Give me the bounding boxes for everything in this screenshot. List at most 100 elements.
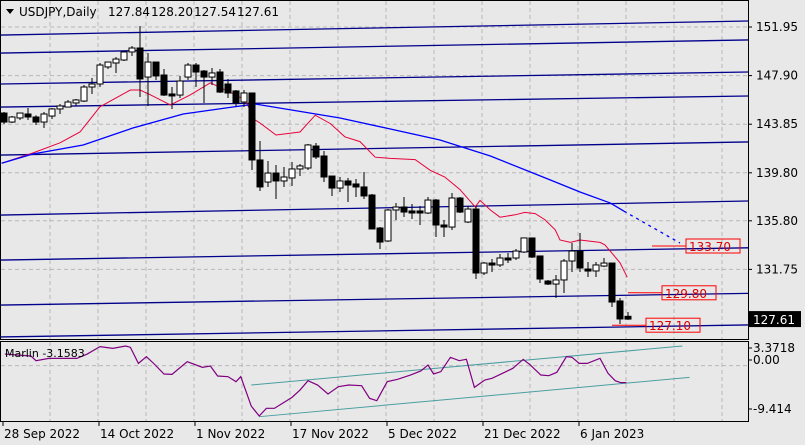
header-open: 127.84 bbox=[108, 5, 150, 19]
bearish-candle bbox=[576, 250, 584, 269]
bearish-candle bbox=[200, 70, 208, 78]
channel-upper-line bbox=[251, 345, 683, 386]
level-line bbox=[0, 20, 749, 36]
bullish-candle bbox=[600, 262, 608, 267]
bullish-candle bbox=[128, 47, 136, 53]
bearish-candle bbox=[408, 210, 416, 214]
bullish-candle bbox=[240, 92, 248, 103]
bearish-candle bbox=[400, 206, 408, 213]
bullish-candle bbox=[40, 113, 48, 123]
bullish-candle bbox=[448, 197, 456, 228]
bullish-candle bbox=[552, 279, 560, 285]
price-tick-label: 147.90 bbox=[756, 69, 798, 83]
level-line bbox=[0, 141, 749, 156]
date-tick-label: 5 Dec 2022 bbox=[388, 427, 457, 441]
bearish-candle bbox=[536, 255, 544, 280]
bullish-candle bbox=[296, 165, 304, 170]
bearish-candle bbox=[248, 92, 256, 161]
bullish-candle bbox=[8, 116, 16, 123]
price-annotation-label: 127.10 bbox=[649, 319, 691, 333]
bearish-candle bbox=[32, 116, 40, 123]
bearish-candle bbox=[368, 194, 376, 230]
bullish-candle bbox=[208, 72, 216, 78]
bearish-candle bbox=[256, 159, 264, 188]
bullish-candle bbox=[384, 209, 392, 242]
oscillator-tick-label: 0.00 bbox=[753, 353, 780, 367]
bearish-candle bbox=[344, 180, 352, 186]
price-axis[interactable]: 151.95 147.90 143.85 139.80 135.80 131.75 127.… bbox=[748, 20, 801, 416]
price-annotation-box bbox=[685, 238, 741, 254]
bullish-candle bbox=[72, 99, 80, 104]
bullish-candle bbox=[96, 64, 104, 85]
current-price-label: 127.61 bbox=[753, 313, 795, 327]
bearish-candle bbox=[192, 64, 200, 73]
date-tick-label: 28 Sep 2022 bbox=[4, 427, 80, 441]
price-tick-label: 135.80 bbox=[756, 214, 798, 228]
bearish-candle bbox=[360, 186, 368, 197]
oscillator-frame bbox=[0, 341, 749, 422]
bullish-candle bbox=[520, 237, 528, 253]
collapse-triangle-icon[interactable] bbox=[6, 9, 14, 14]
main-plot-frame bbox=[0, 0, 749, 340]
bearish-candle bbox=[504, 257, 512, 261]
fast-moving-average-line bbox=[1, 82, 628, 278]
bullish-candle bbox=[424, 199, 432, 214]
bearish-candle bbox=[352, 183, 360, 188]
price-annotation-box bbox=[661, 285, 717, 301]
level-line bbox=[0, 247, 749, 261]
bearish-candle bbox=[0, 112, 8, 123]
bearish-candle bbox=[376, 227, 384, 243]
price-tick-label: 139.80 bbox=[756, 166, 798, 180]
bearish-candle bbox=[272, 172, 280, 182]
header-low: 127.54 bbox=[194, 5, 236, 19]
bullish-candle bbox=[512, 250, 520, 259]
bearish-candle bbox=[416, 210, 424, 214]
bullish-candle bbox=[288, 168, 296, 179]
header-close: 127.61 bbox=[237, 5, 279, 19]
level-line bbox=[0, 292, 749, 306]
bullish-candle bbox=[264, 172, 272, 183]
bullish-candle bbox=[392, 206, 400, 211]
bullish-candle bbox=[304, 144, 312, 169]
bullish-candle bbox=[592, 264, 600, 272]
bearish-candle bbox=[624, 315, 632, 320]
bearish-candle bbox=[320, 155, 328, 178]
bullish-candle bbox=[464, 208, 472, 223]
bearish-candle bbox=[160, 74, 168, 96]
price-annotation-label: 133.70 bbox=[689, 240, 731, 254]
level-line bbox=[0, 95, 749, 108]
bearish-candle bbox=[232, 90, 240, 104]
bearish-candle bbox=[544, 280, 552, 285]
current-price-badge bbox=[749, 311, 801, 328]
oscillator-tick-label: -9.414 bbox=[753, 402, 792, 416]
moving-averages bbox=[1, 82, 681, 278]
bullish-candle bbox=[184, 64, 192, 78]
oscillator-title: Marlin -3.1583 bbox=[5, 347, 85, 360]
bullish-candle bbox=[120, 51, 128, 61]
bullish-candle bbox=[16, 112, 24, 119]
bearish-candle bbox=[472, 208, 480, 274]
oscillator-tick-label: 3.3718 bbox=[753, 341, 795, 355]
bullish-candle bbox=[496, 257, 504, 266]
header-high: 128.20 bbox=[151, 5, 193, 19]
bearish-candle bbox=[216, 71, 224, 93]
bearish-candle bbox=[168, 93, 176, 97]
price-tick-label: 151.95 bbox=[756, 20, 798, 34]
bearish-candle bbox=[608, 262, 616, 303]
date-tick-label: 21 Dec 2022 bbox=[484, 427, 561, 441]
bullish-candle bbox=[176, 80, 184, 96]
marlin-oscillator-line bbox=[4, 345, 627, 417]
bearish-candle bbox=[584, 268, 592, 272]
bullish-candle bbox=[48, 108, 56, 117]
price-tick-label: 143.85 bbox=[756, 117, 798, 131]
bullish-candle bbox=[480, 262, 488, 274]
bearish-candle bbox=[440, 224, 448, 228]
time-axis[interactable]: 28 Sep 2022 14 Oct 2022 1 Nov 2022 17 Nov 2… bbox=[2, 421, 644, 441]
bullish-candle bbox=[568, 250, 576, 262]
level-line bbox=[0, 71, 749, 85]
bullish-candle bbox=[64, 101, 72, 108]
bullish-candle bbox=[104, 61, 112, 68]
header-symbol: USDJPY,Daily bbox=[19, 5, 97, 19]
date-tick-label: 1 Nov 2022 bbox=[196, 427, 265, 441]
